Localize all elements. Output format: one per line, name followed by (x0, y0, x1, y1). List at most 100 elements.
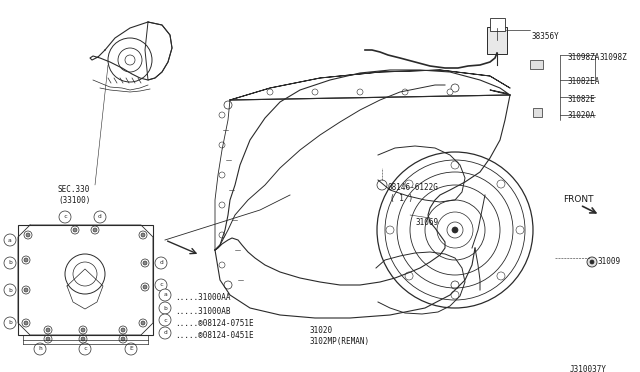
Text: c: c (163, 317, 167, 323)
Circle shape (219, 172, 225, 178)
Text: d: d (159, 260, 163, 266)
Circle shape (267, 89, 273, 95)
Circle shape (94, 211, 106, 223)
Circle shape (155, 257, 167, 269)
Circle shape (22, 319, 30, 327)
Circle shape (497, 272, 505, 280)
Text: 08146-6122G: 08146-6122G (387, 183, 438, 192)
Circle shape (22, 256, 30, 264)
Bar (18, 225, 153, 335)
Circle shape (155, 279, 167, 291)
Circle shape (44, 335, 52, 343)
Circle shape (22, 286, 30, 294)
Text: h: h (38, 346, 42, 352)
Circle shape (141, 283, 149, 291)
Circle shape (91, 226, 99, 234)
Circle shape (81, 328, 85, 332)
Text: a: a (163, 292, 167, 298)
Text: E: E (129, 346, 133, 352)
Text: 31098ZA: 31098ZA (568, 54, 600, 62)
Text: b: b (8, 321, 12, 326)
Circle shape (447, 89, 453, 95)
Circle shape (34, 343, 46, 355)
Circle shape (219, 232, 225, 238)
Circle shape (119, 326, 127, 334)
Text: ( 1 ): ( 1 ) (390, 193, 413, 202)
Circle shape (452, 227, 458, 233)
Circle shape (386, 226, 394, 234)
Circle shape (4, 317, 16, 329)
Circle shape (402, 89, 408, 95)
Circle shape (93, 228, 97, 232)
Circle shape (590, 260, 594, 264)
Text: FRONT: FRONT (563, 195, 593, 204)
FancyBboxPatch shape (490, 17, 504, 31)
Circle shape (24, 288, 28, 292)
Text: 31069: 31069 (415, 218, 438, 227)
Circle shape (24, 321, 28, 325)
Circle shape (73, 228, 77, 232)
Text: .....31000AB: .....31000AB (175, 307, 230, 315)
Text: 31020: 31020 (310, 326, 333, 335)
Circle shape (46, 337, 50, 341)
Circle shape (357, 89, 363, 95)
Text: 31082E: 31082E (568, 94, 596, 103)
Circle shape (79, 343, 91, 355)
Text: d: d (98, 215, 102, 219)
Circle shape (159, 314, 171, 326)
Text: .....®08124-0451E: .....®08124-0451E (175, 331, 253, 340)
Circle shape (4, 284, 16, 296)
Circle shape (587, 257, 597, 267)
Text: 31098Z: 31098Z (600, 54, 628, 62)
Circle shape (81, 337, 85, 341)
Circle shape (24, 231, 32, 239)
FancyBboxPatch shape (532, 108, 541, 116)
Text: b: b (8, 288, 12, 292)
Circle shape (121, 337, 125, 341)
Circle shape (79, 326, 87, 334)
Circle shape (139, 231, 147, 239)
Text: 3102MP(REMAN): 3102MP(REMAN) (310, 337, 370, 346)
Circle shape (141, 259, 149, 267)
Text: a: a (8, 237, 12, 243)
Circle shape (219, 262, 225, 268)
Text: c: c (83, 346, 87, 352)
Circle shape (26, 233, 30, 237)
Circle shape (24, 258, 28, 262)
Circle shape (4, 234, 16, 246)
Text: 31082EA: 31082EA (568, 77, 600, 87)
Circle shape (451, 161, 459, 169)
Circle shape (125, 343, 137, 355)
Circle shape (159, 327, 171, 339)
Circle shape (219, 142, 225, 148)
Circle shape (44, 326, 52, 334)
Text: .....®08124-0751E: .....®08124-0751E (175, 318, 253, 327)
Circle shape (141, 233, 145, 237)
Circle shape (4, 257, 16, 269)
Circle shape (79, 335, 87, 343)
Text: b: b (8, 260, 12, 266)
Circle shape (405, 180, 413, 188)
Circle shape (143, 285, 147, 289)
Text: (33100): (33100) (58, 196, 90, 205)
Text: 31009: 31009 (598, 257, 621, 266)
Circle shape (451, 291, 459, 299)
Text: b: b (163, 305, 167, 311)
Circle shape (139, 319, 147, 327)
Circle shape (71, 226, 79, 234)
Text: c: c (63, 215, 67, 219)
Circle shape (159, 302, 171, 314)
Circle shape (312, 89, 318, 95)
Circle shape (219, 112, 225, 118)
Circle shape (159, 289, 171, 301)
FancyBboxPatch shape (529, 60, 543, 68)
Text: 31020A: 31020A (568, 112, 596, 121)
Circle shape (59, 211, 71, 223)
Circle shape (497, 180, 505, 188)
Text: c: c (159, 282, 163, 288)
Circle shape (405, 272, 413, 280)
Text: SEC.330: SEC.330 (58, 185, 90, 194)
Circle shape (516, 226, 524, 234)
Circle shape (119, 335, 127, 343)
Circle shape (121, 328, 125, 332)
